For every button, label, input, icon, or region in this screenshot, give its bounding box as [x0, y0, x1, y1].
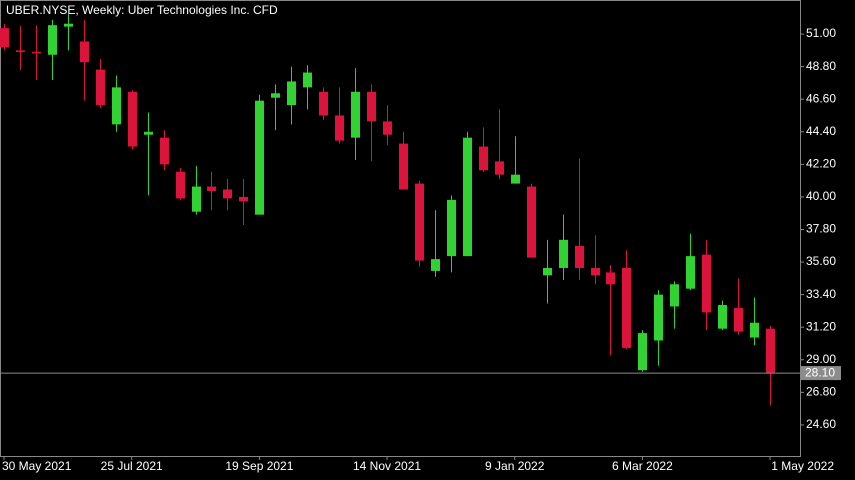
candle-body [176, 171, 185, 199]
candle-body [255, 100, 264, 215]
last-price-box [801, 366, 841, 381]
candle-body [271, 93, 280, 98]
candle-body [16, 50, 25, 52]
candle-body [96, 69, 105, 106]
candle-body [543, 267, 552, 276]
candle-body [447, 199, 456, 257]
x-tick-label: 25 Jul 2021 [101, 459, 163, 473]
candle-body [606, 272, 615, 285]
y-tick-label: 46.60 [806, 91, 836, 105]
y-tick-label: 31.20 [806, 319, 836, 333]
candle-body [383, 121, 392, 135]
chart-title: UBER.NYSE, Weekly: Uber Technologies Inc… [6, 3, 278, 17]
candle-body [32, 51, 41, 54]
candle-body [48, 25, 57, 55]
candle-body [431, 259, 440, 271]
candle-body [287, 81, 296, 106]
y-tick-label: 29.00 [806, 352, 836, 366]
candle-body [223, 189, 232, 199]
candle-body [495, 161, 504, 175]
y-tick-label: 48.80 [806, 59, 836, 73]
candle-body [463, 137, 472, 257]
y-tick-label: 26.80 [806, 385, 836, 399]
candle-body [734, 307, 743, 332]
candle-body [702, 254, 711, 313]
x-tick-label: 30 May 2021 [2, 459, 72, 473]
y-tick-label: 44.40 [806, 124, 836, 138]
candle-body [511, 174, 520, 184]
candle-body [686, 256, 695, 289]
candle-body [575, 245, 584, 268]
candle-body [144, 131, 153, 135]
candle-body [622, 267, 631, 348]
y-tick-label: 33.40 [806, 287, 836, 301]
candle-body [654, 294, 663, 341]
candle-body [415, 183, 424, 261]
x-tick-label: 6 Mar 2022 [612, 459, 673, 473]
candle-body [192, 186, 201, 212]
candle-body [638, 333, 647, 371]
x-tick-label: 14 Nov 2021 [353, 459, 421, 473]
candle-body [160, 137, 169, 165]
candle-body [0, 28, 9, 48]
candle-body [335, 115, 344, 141]
candle-body [670, 284, 679, 307]
last-price-label: 28.10 [805, 365, 835, 379]
y-tick-label: 35.60 [806, 254, 836, 268]
x-tick-label: 19 Sep 2021 [225, 459, 293, 473]
candle-body [319, 91, 328, 116]
y-tick-label: 40.00 [806, 189, 836, 203]
candle-body [239, 196, 248, 202]
candle-body [766, 328, 775, 374]
candle-body [367, 91, 376, 122]
x-tick-label: 1 May 2022 [771, 459, 834, 473]
candle-body [351, 91, 360, 138]
plot-frame [0, 0, 801, 457]
candle-body [64, 23, 73, 27]
candle-body [718, 304, 727, 329]
candle-body [399, 143, 408, 190]
y-tick-label: 24.60 [806, 417, 836, 431]
candle-body [112, 87, 121, 125]
candle-body [527, 186, 536, 258]
candle-body [591, 267, 600, 276]
candle-body [207, 186, 216, 191]
candle-body [80, 41, 89, 63]
y-tick-label: 42.20 [806, 157, 836, 171]
y-tick-label: 37.80 [806, 222, 836, 236]
candle-body [303, 72, 312, 88]
candle-body [479, 146, 488, 171]
candle-body [559, 239, 568, 268]
y-tick-label: 51.00 [806, 26, 836, 40]
candle-body [750, 322, 759, 338]
candle-body [128, 91, 137, 147]
x-tick-label: 9 Jan 2022 [485, 459, 545, 473]
